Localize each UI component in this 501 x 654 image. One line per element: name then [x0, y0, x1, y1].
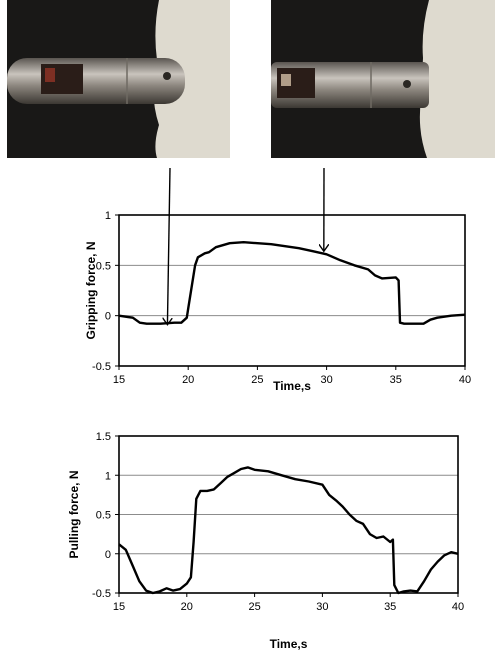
- tissue-sample: [153, 0, 230, 158]
- pulling-x-tick-label: 20: [181, 601, 193, 613]
- gripping-force-line: [118, 241, 466, 325]
- pulling-y-tick-label: 0.5: [96, 510, 111, 522]
- gripping-plot-frame: [118, 214, 466, 367]
- gripping-x-tick-label: 30: [320, 374, 332, 386]
- gripping-y-axis-label: Gripping force, N: [84, 241, 98, 339]
- gripping-x-tick-label: 25: [251, 374, 263, 386]
- gripping-y-tick-label: 0.5: [96, 260, 111, 272]
- gripping-force-chart: -0.5 0 0.5 1 15 20 25 30 35 40 Time,s Gripping f…: [84, 167, 471, 393]
- gripping-x-tick-label: 40: [459, 374, 471, 386]
- photo-probe-approaching: [7, 0, 230, 158]
- annotation-arrow-left-photo: [167, 167, 170, 324]
- pulling-x-tick-label: 30: [316, 601, 328, 613]
- pulling-force-line: [118, 466, 459, 595]
- pulling-force-chart: -0.5 0 0.5 1 1.5 15 20 25 30 35 40 Time,s Pulling…: [67, 431, 464, 651]
- pulling-x-tick-label: 25: [248, 601, 260, 613]
- probe-photo-right-illustration: [271, 0, 495, 158]
- pulling-y-tick-label: 1.5: [96, 431, 111, 443]
- gripping-y-tick-label: 0: [105, 311, 111, 323]
- gripping-x-ticks: 15 20 25 30 35 40: [113, 366, 471, 386]
- gripping-y-tick-label: -0.5: [92, 361, 111, 373]
- photo-probe-gripping: [271, 0, 495, 158]
- pulling-y-ticks: -0.5 0 0.5 1 1.5: [92, 431, 119, 600]
- gripping-x-tick-label: 20: [182, 374, 194, 386]
- pulling-x-tick-label: 15: [113, 601, 125, 613]
- gripping-y-tick-label: 1: [105, 210, 111, 222]
- pulling-y-axis-label: Pulling force, N: [67, 470, 81, 558]
- probe-joint: [45, 68, 55, 82]
- pulling-x-axis-label: Time,s: [270, 637, 308, 651]
- pulling-y-tick-label: 0: [105, 549, 111, 561]
- pulling-grid: [119, 435, 458, 594]
- gripping-x-tick-label: 35: [390, 374, 402, 386]
- probe-photo-left-illustration: [7, 0, 230, 158]
- tissue-sample: [419, 0, 495, 158]
- pulling-y-tick-label: 1: [105, 470, 111, 482]
- probe-hole: [403, 80, 411, 88]
- gripping-x-axis-label: Time,s: [273, 379, 311, 393]
- gripping-grid: [119, 214, 465, 367]
- pulling-x-tick-label: 40: [452, 601, 464, 613]
- photo-arrows: [167, 167, 324, 324]
- gripping-y-ticks: -0.5 0 0.5 1: [92, 210, 119, 373]
- probe-joint: [281, 74, 291, 86]
- pulling-x-tick-label: 35: [384, 601, 396, 613]
- gripping-x-tick-label: 15: [113, 374, 125, 386]
- pulling-x-ticks: 15 20 25 30 35 40: [113, 593, 464, 613]
- probe-hole: [163, 72, 171, 80]
- pulling-y-tick-label: -0.5: [92, 588, 111, 600]
